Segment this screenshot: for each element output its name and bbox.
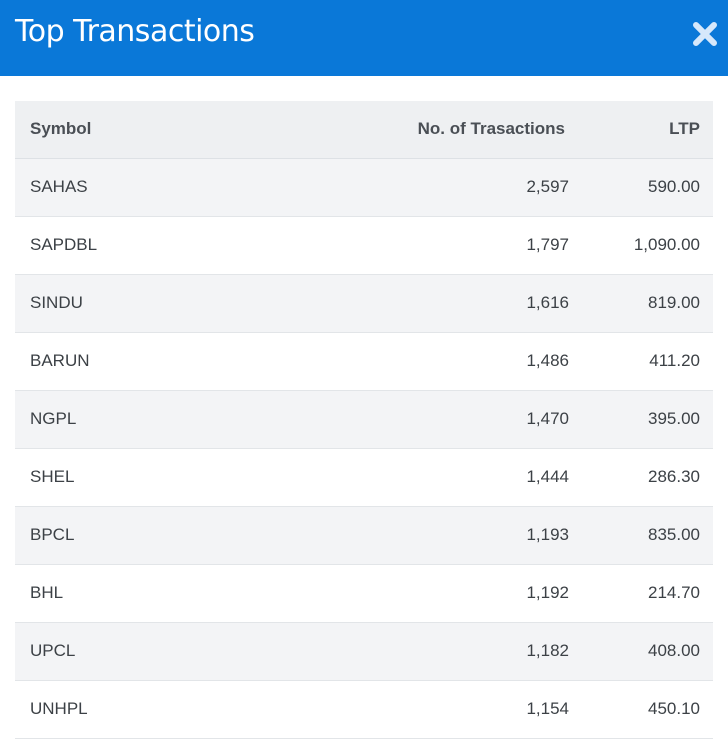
cell-symbol: UNHPL xyxy=(15,680,245,739)
table-row[interactable]: UNHPL 1,154 450.10 xyxy=(15,680,713,739)
cell-ltp: 835.00 xyxy=(577,506,713,565)
cell-transactions: 1,193 xyxy=(245,506,577,565)
cell-ltp: 286.30 xyxy=(577,448,713,507)
table-header-row: Symbol No. of Trasactions LTP xyxy=(15,101,713,159)
table-row[interactable]: BPCL 1,193 835.00 xyxy=(15,506,713,565)
close-icon xyxy=(693,22,717,46)
table-row[interactable]: NGPL 1,470 395.00 xyxy=(15,390,713,449)
cell-ltp: 408.00 xyxy=(577,622,713,681)
cell-transactions: 1,616 xyxy=(245,274,577,333)
cell-symbol: SINDU xyxy=(15,274,245,333)
cell-ltp: 411.20 xyxy=(577,332,713,391)
cell-transactions: 1,486 xyxy=(245,332,577,391)
cell-transactions: 1,444 xyxy=(245,448,577,507)
cell-ltp: 819.00 xyxy=(577,274,713,333)
cell-ltp: 214.70 xyxy=(577,564,713,623)
cell-transactions: 2,597 xyxy=(245,158,577,217)
table-row[interactable]: SHEL 1,444 286.30 xyxy=(15,448,713,507)
cell-ltp: 590.00 xyxy=(577,158,713,217)
cell-symbol: SHEL xyxy=(15,448,245,507)
close-button[interactable] xyxy=(692,20,718,48)
cell-symbol: SAPDBL xyxy=(15,216,245,275)
modal-header: Top Transactions xyxy=(0,0,728,76)
cell-symbol: SAHAS xyxy=(15,158,245,217)
column-header-transactions[interactable]: No. of Trasactions xyxy=(245,101,577,159)
table-row[interactable]: SAPDBL 1,797 1,090.00 xyxy=(15,216,713,275)
table-row[interactable]: BARUN 1,486 411.20 xyxy=(15,332,713,391)
cell-symbol: BPCL xyxy=(15,506,245,565)
transactions-table: Symbol No. of Trasactions LTP SAHAS 2,597… xyxy=(15,101,713,739)
column-header-ltp[interactable]: LTP xyxy=(577,101,713,159)
table-row[interactable]: UPCL 1,182 408.00 xyxy=(15,622,713,681)
table-row[interactable]: SAHAS 2,597 590.00 xyxy=(15,158,713,217)
table-row[interactable]: SINDU 1,616 819.00 xyxy=(15,274,713,333)
cell-ltp: 395.00 xyxy=(577,390,713,449)
cell-transactions: 1,182 xyxy=(245,622,577,681)
cell-symbol: BHL xyxy=(15,564,245,623)
transactions-table-container: Symbol No. of Trasactions LTP SAHAS 2,597… xyxy=(15,101,713,739)
cell-symbol: BARUN xyxy=(15,332,245,391)
cell-transactions: 1,192 xyxy=(245,564,577,623)
table-row[interactable]: BHL 1,192 214.70 xyxy=(15,564,713,623)
cell-ltp: 1,090.00 xyxy=(577,216,713,275)
cell-ltp: 450.10 xyxy=(577,680,713,739)
cell-symbol: NGPL xyxy=(15,390,245,449)
column-header-symbol[interactable]: Symbol xyxy=(15,101,245,159)
cell-transactions: 1,797 xyxy=(245,216,577,275)
modal-title: Top Transactions xyxy=(15,14,255,49)
cell-symbol: UPCL xyxy=(15,622,245,681)
cell-transactions: 1,154 xyxy=(245,680,577,739)
cell-transactions: 1,470 xyxy=(245,390,577,449)
